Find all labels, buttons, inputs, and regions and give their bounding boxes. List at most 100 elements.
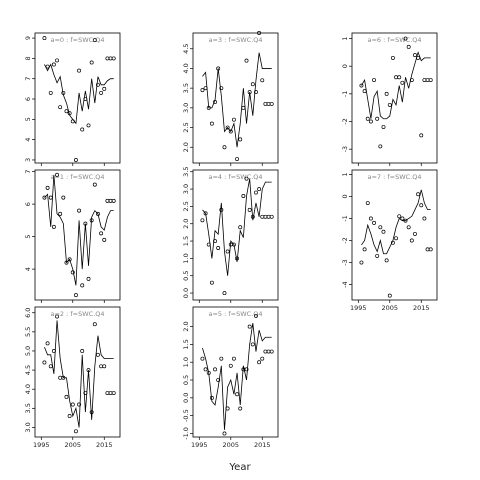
data-point: [263, 214, 268, 219]
data-point: [64, 260, 69, 265]
y-tick-label: 4: [24, 138, 32, 142]
y-tick-label: 5: [24, 235, 32, 239]
data-point: [55, 58, 59, 63]
data-point: [77, 68, 82, 73]
y-tick-label: 7: [24, 170, 32, 174]
data-point: [96, 352, 100, 357]
data-point: [222, 145, 227, 150]
data-point: [387, 293, 392, 298]
data-point: [83, 97, 88, 101]
y-tick-label: -3: [341, 259, 349, 265]
data-point: [254, 190, 258, 195]
data-point: [368, 216, 373, 221]
data-point: [80, 349, 85, 353]
data-point: [378, 144, 383, 149]
x-tick-label: 1995: [191, 441, 208, 449]
x-axis-label: Year: [228, 462, 251, 473]
x-tick-label: 2015: [254, 441, 271, 449]
data-point: [67, 257, 72, 262]
data-point: [70, 402, 75, 407]
data-point: [108, 198, 113, 203]
data-point: [247, 90, 252, 95]
data-point: [269, 214, 274, 219]
data-point: [92, 182, 97, 187]
data-point: [89, 410, 94, 415]
data-point: [225, 406, 230, 411]
panel-frame: [34, 32, 121, 164]
data-point: [48, 195, 53, 200]
data-point: [200, 218, 205, 223]
y-tick-label: 1.5: [182, 236, 190, 246]
data-point: [209, 121, 214, 126]
data-point: [58, 105, 63, 110]
y-tick-label: 5: [24, 117, 32, 121]
data-point: [64, 394, 69, 399]
data-point: [70, 119, 75, 124]
data-point: [61, 90, 66, 95]
y-tick-label: 6: [24, 202, 32, 206]
data-point: [238, 406, 243, 411]
data-point: [413, 231, 417, 236]
data-point: [203, 86, 208, 91]
panel-frame: [192, 306, 279, 438]
y-tick-label: 4.5: [182, 44, 190, 54]
data-point: [359, 83, 364, 88]
data-point: [244, 176, 249, 181]
data-point: [400, 216, 405, 221]
data-point: [61, 375, 66, 380]
series-line: [202, 52, 272, 148]
y-tick-label: 3.0: [182, 103, 190, 113]
data-point: [209, 395, 214, 400]
data-point: [416, 192, 421, 197]
y-tick-label: -1: [341, 91, 349, 97]
data-point: [67, 414, 72, 418]
data-point: [92, 322, 97, 327]
data-point: [228, 363, 233, 368]
data-point: [362, 89, 367, 94]
data-point: [209, 280, 214, 285]
data-point: [422, 78, 427, 82]
data-point: [397, 75, 402, 80]
data-point: [428, 78, 433, 82]
x-tick-label: 2015: [96, 441, 113, 449]
y-tick-label: 0.5: [182, 375, 190, 385]
data-point: [51, 224, 56, 229]
data-point: [48, 364, 53, 369]
data-point: [51, 349, 56, 353]
data-point: [235, 157, 240, 162]
y-tick-label: -1.0: [182, 427, 190, 440]
data-point: [425, 247, 430, 252]
panel-frame: [351, 32, 438, 164]
data-point: [384, 258, 389, 263]
data-point: [422, 216, 427, 221]
y-tick-label: 5.0: [24, 346, 32, 356]
data-point: [228, 129, 233, 134]
data-point: [213, 99, 217, 104]
data-point: [206, 370, 211, 375]
y-tick-label: 4.0: [24, 384, 32, 394]
data-point: [241, 194, 246, 198]
data-point: [213, 239, 217, 244]
data-point: [111, 198, 116, 203]
data-point: [394, 75, 399, 80]
panel-2: a=2 : f=SWC.Q4 3.0 3.5 4.0 4.5 5.0 5.5 6.0 1995 2…: [24, 306, 121, 449]
y-tick-label: 4.5: [24, 365, 32, 375]
data-point: [413, 53, 417, 58]
data-point: [390, 240, 395, 245]
data-point: [250, 214, 255, 219]
y-tick-label: 4.0: [182, 63, 190, 73]
data-point: [400, 80, 405, 85]
y-tick-label: 2.0: [182, 321, 190, 331]
data-point: [241, 105, 246, 110]
panel-0: a=0 : f=SWC.Q4 3 4 5 6 7 8 9: [24, 32, 121, 166]
data-point: [359, 260, 364, 265]
y-tick-label: -2: [341, 237, 349, 243]
panel-frame: [192, 169, 279, 301]
data-point: [368, 119, 373, 124]
data-point: [89, 60, 94, 65]
data-point: [92, 38, 97, 43]
data-point: [216, 378, 221, 382]
data-point: [64, 109, 69, 114]
data-point: [83, 221, 88, 226]
